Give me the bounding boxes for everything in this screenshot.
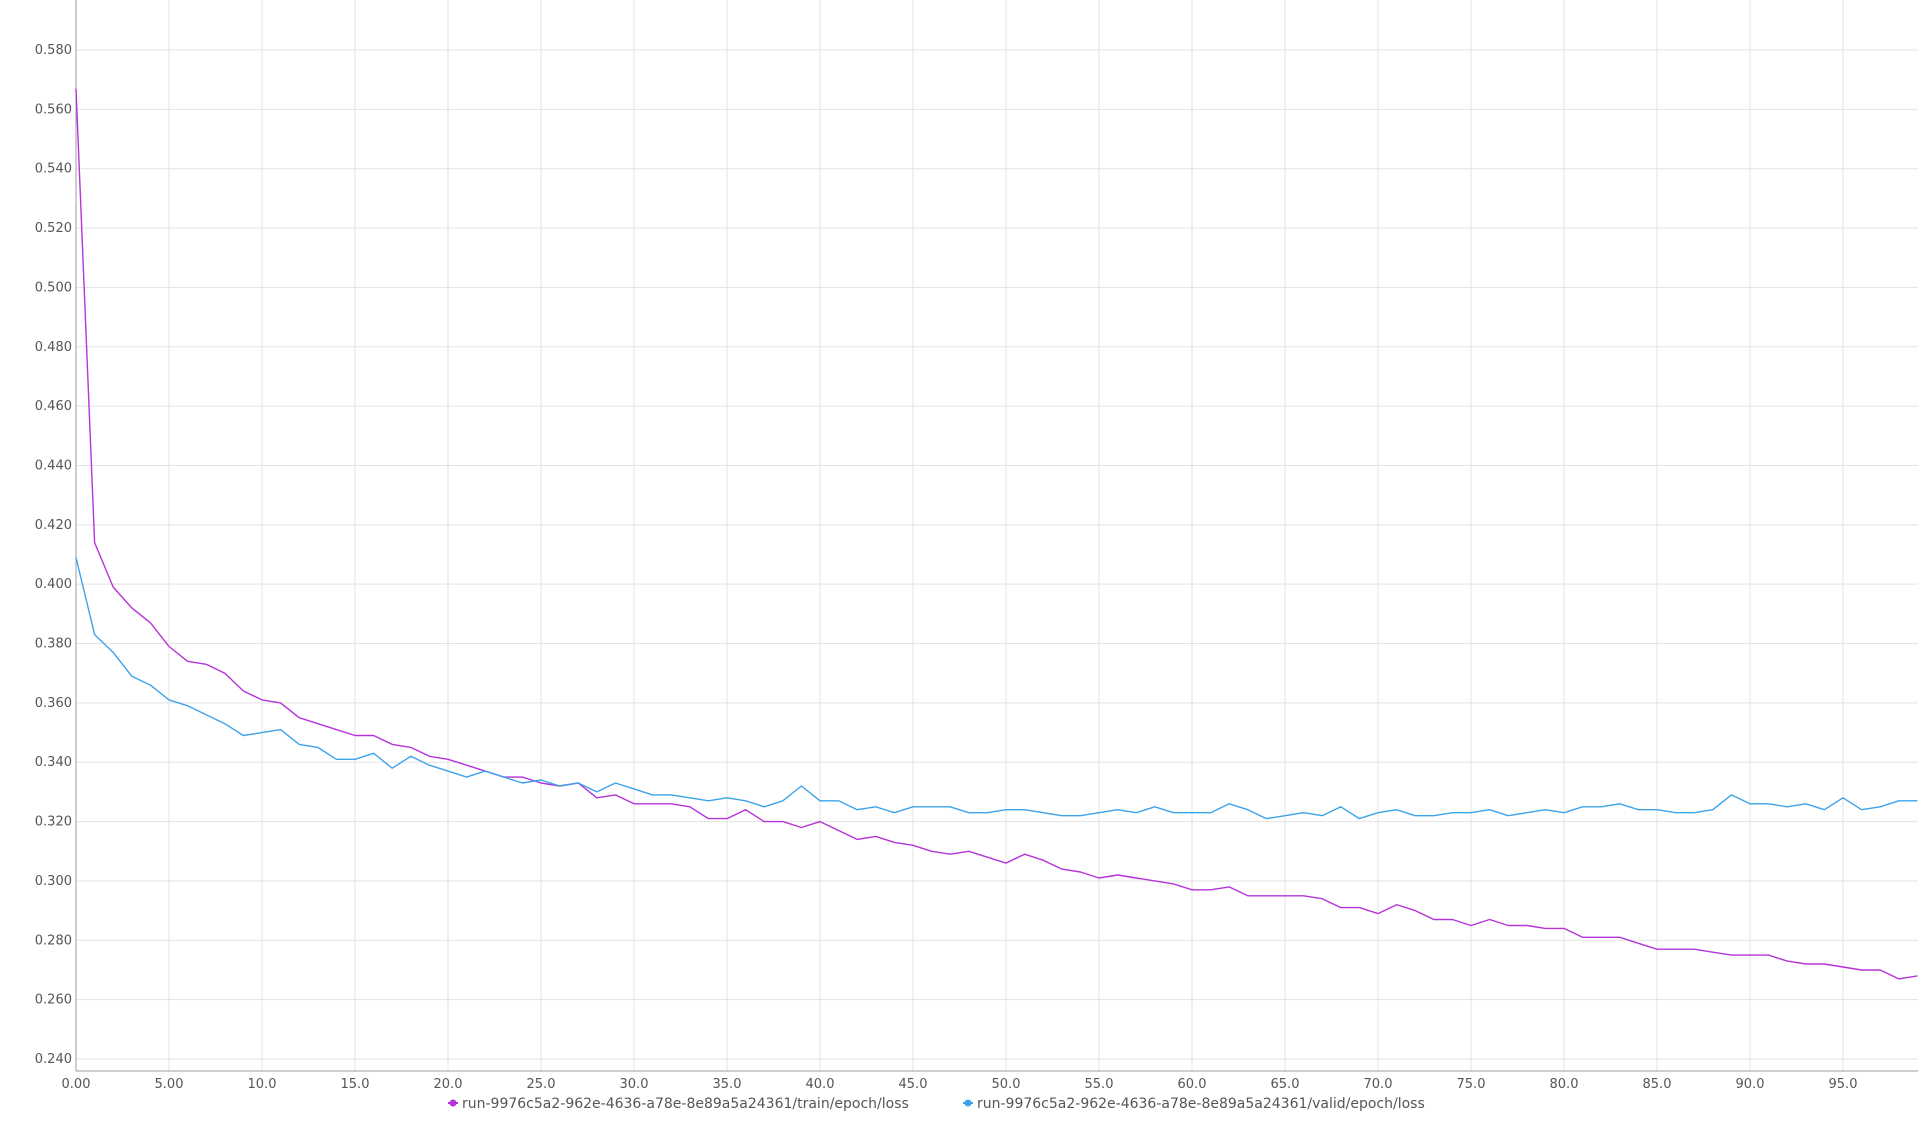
legend-label: run-9976c5a2-962e-4636-a78e-8e89a5a24361… [462, 1096, 909, 1112]
x-tick-label: 85.0 [1643, 1077, 1672, 1092]
x-tick-label: 30.0 [620, 1077, 649, 1092]
y-tick-label: 0.280 [35, 933, 72, 948]
x-tick-label: 15.0 [341, 1077, 370, 1092]
x-tick-label: 45.0 [899, 1077, 928, 1092]
y-tick-label: 0.480 [35, 340, 72, 355]
axes [75, 0, 1918, 1072]
y-tick-label: 0.420 [35, 518, 72, 533]
y-tick-label: 0.460 [35, 399, 72, 414]
x-tick-label: 95.0 [1829, 1077, 1858, 1092]
x-tick-label: 0.00 [62, 1077, 91, 1092]
x-tick-label: 20.0 [434, 1077, 463, 1092]
x-tick-label: 5.00 [155, 1077, 184, 1092]
y-tick-label: 0.360 [35, 696, 72, 711]
x-tick-label: 35.0 [713, 1077, 742, 1092]
legend-item-valid[interactable]: run-9976c5a2-962e-4636-a78e-8e89a5a24361… [963, 1096, 1425, 1112]
legend-label: run-9976c5a2-962e-4636-a78e-8e89a5a24361… [977, 1096, 1425, 1112]
y-tick-label: 0.240 [35, 1052, 72, 1067]
legend[interactable]: run-9976c5a2-962e-4636-a78e-8e89a5a24361… [448, 1096, 1425, 1112]
series-line-valid-loss [75, 557, 1918, 820]
y-tick-label: 0.520 [35, 221, 72, 236]
y-tick-label: 0.500 [35, 280, 72, 295]
x-tick-label: 55.0 [1085, 1077, 1114, 1092]
y-tick-label: 0.380 [35, 637, 72, 652]
x-tick-label: 50.0 [992, 1077, 1021, 1092]
grid [75, 0, 1918, 1071]
x-tick-label: 80.0 [1550, 1077, 1579, 1092]
x-tick-label: 70.0 [1364, 1077, 1393, 1092]
x-tick-label: 75.0 [1457, 1077, 1486, 1092]
y-tick-label: 0.340 [35, 755, 72, 770]
y-tick-label: 0.260 [35, 993, 72, 1008]
tick-labels: 0.240 0.260 0.280 0.300 0.320 0.340 0.360 0.380… [35, 43, 1858, 1092]
y-tick-label: 0.540 [35, 162, 72, 177]
x-tick-label: 65.0 [1271, 1077, 1300, 1092]
x-tick-label: 10.0 [248, 1077, 277, 1092]
x-tick-label: 40.0 [806, 1077, 835, 1092]
series-lines [75, 88, 1918, 980]
x-tick-label: 60.0 [1178, 1077, 1207, 1092]
y-tick-label: 0.300 [35, 874, 72, 889]
y-tick-label: 0.580 [35, 43, 72, 58]
x-tick-label: 90.0 [1736, 1077, 1765, 1092]
legend-item-train[interactable]: run-9976c5a2-962e-4636-a78e-8e89a5a24361… [448, 1096, 909, 1112]
legend-swatch-dot [449, 1099, 457, 1107]
y-tick-label: 0.440 [35, 458, 72, 473]
series-line-train-loss [75, 88, 1918, 980]
y-tick-label: 0.560 [35, 102, 72, 117]
x-tick-label: 25.0 [527, 1077, 556, 1092]
y-tick-label: 0.320 [35, 815, 72, 830]
y-tick-label: 0.400 [35, 577, 72, 592]
legend-swatch-dot [964, 1099, 972, 1107]
